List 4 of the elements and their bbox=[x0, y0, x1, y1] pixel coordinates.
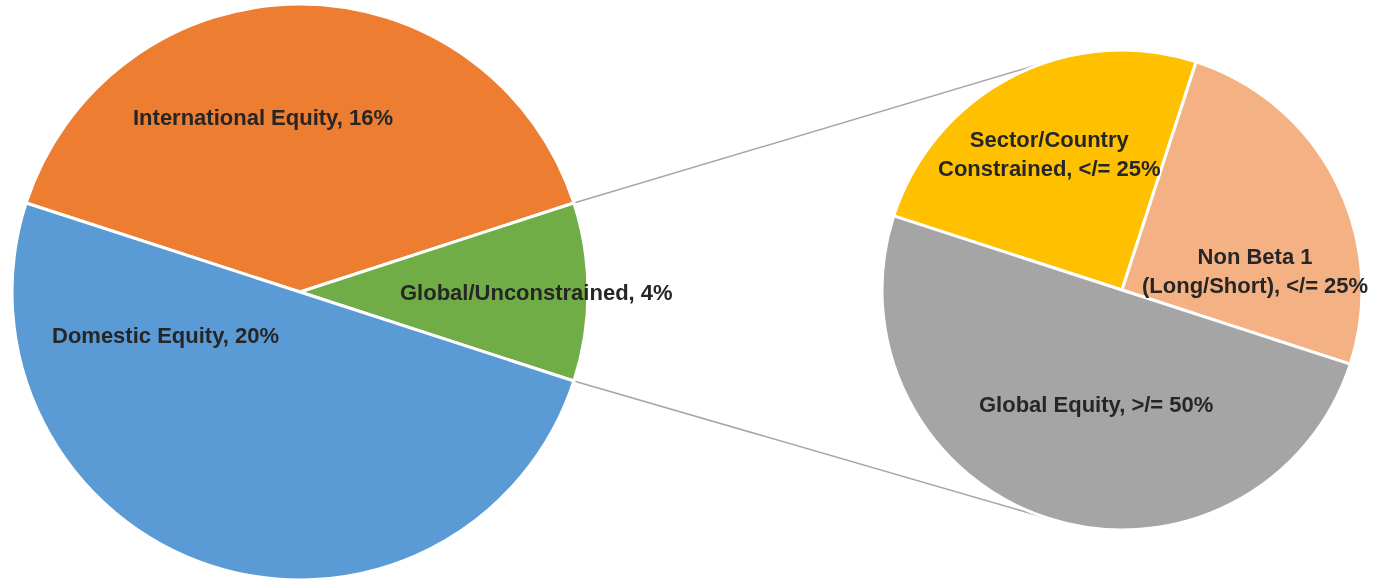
slice-label: Domestic Equity, 20% bbox=[52, 323, 279, 348]
slice-label: Sector/Country Constrained, </= 25% bbox=[938, 127, 1161, 181]
slice-label: Global Equity, >/= 50% bbox=[979, 392, 1214, 417]
slice-label: International Equity, 16% bbox=[133, 105, 393, 130]
